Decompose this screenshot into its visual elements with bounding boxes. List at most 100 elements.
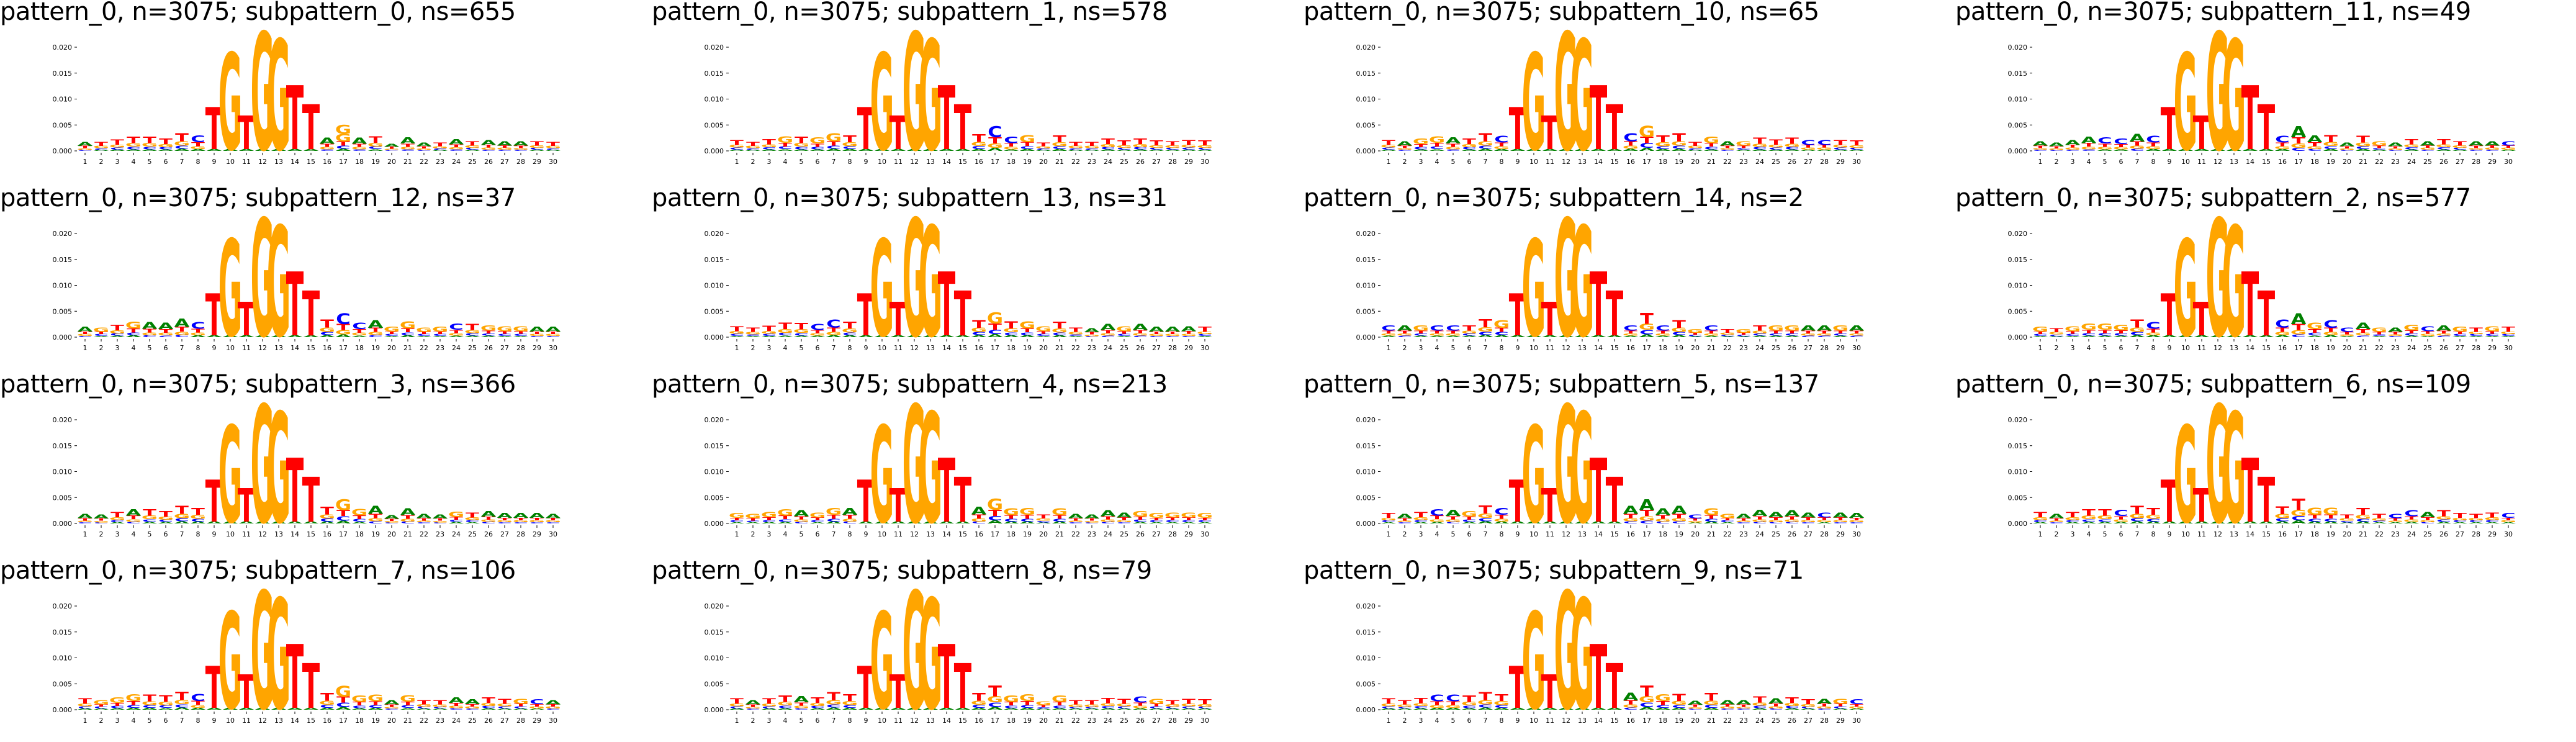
logo-letter: T xyxy=(1705,514,1718,520)
logo-letter: T xyxy=(1182,138,1196,147)
logo-letter: C xyxy=(1752,522,1767,524)
logo-letter: A xyxy=(907,521,922,524)
logo-letter: A xyxy=(1397,140,1413,147)
logo-letter: G xyxy=(1116,704,1132,708)
logo-letter: A xyxy=(2501,336,2516,338)
x-tick-label: 17 xyxy=(339,158,348,166)
logo-letter: C xyxy=(971,704,986,708)
logo-letter: T xyxy=(2193,479,2211,533)
logo-letter: A xyxy=(223,148,238,152)
logo-letter: G xyxy=(2222,196,2246,371)
logo-letter: T xyxy=(2146,328,2160,334)
x-tick-label: 8 xyxy=(196,344,200,352)
logo-letter: A xyxy=(1575,521,1590,524)
logo-letter: A xyxy=(1639,147,1655,152)
logo-letter: T xyxy=(302,93,320,164)
x-tick-label: 5 xyxy=(2103,158,2107,166)
logo-letter: G xyxy=(919,196,943,371)
logo-letter: C xyxy=(1833,333,1847,336)
logo-letter: A xyxy=(417,336,432,338)
logo-letter: T xyxy=(2276,326,2289,333)
logo-letter: C xyxy=(1639,520,1654,524)
logo-letter: G xyxy=(2387,148,2403,150)
logo-letter: G xyxy=(251,0,275,187)
logo-panel: pattern_0, n=3075; subpattern_1, ns=578 0… xyxy=(652,0,1304,187)
logo-letter: C xyxy=(1165,148,1179,151)
logo-letter: A xyxy=(320,521,335,524)
logo-letter: C xyxy=(2501,512,2515,519)
logo-letter: T xyxy=(1037,705,1050,708)
logo-letter: T xyxy=(433,699,447,706)
logo-letter: A xyxy=(158,522,174,524)
x-tick-label: 10 xyxy=(1529,158,1538,166)
logo-letter: T xyxy=(954,279,972,350)
x-tick-label: 4 xyxy=(1435,717,1439,725)
logo-letter: T xyxy=(143,693,156,704)
x-tick-label: 16 xyxy=(975,344,983,352)
x-tick-label: 14 xyxy=(942,717,951,725)
x-tick-label: 19 xyxy=(371,158,380,166)
logo-letter: G xyxy=(545,145,561,148)
y-tick-label: 0.005 xyxy=(1356,494,1376,502)
logo-letter: C xyxy=(2356,335,2370,338)
logo-letter: C xyxy=(546,708,560,710)
x-tick-label: 23 xyxy=(1088,530,1096,538)
logo-letter: G xyxy=(1197,704,1213,707)
logo-letter: G xyxy=(218,586,243,740)
logo-letter: T xyxy=(1085,332,1099,335)
logo-letter: G xyxy=(1019,133,1035,144)
logo-letter: A xyxy=(513,512,529,519)
logo-letter: C xyxy=(1849,698,1863,705)
logo-letter: G xyxy=(1719,332,1736,335)
logo-letter: T xyxy=(1398,145,1412,149)
x-tick-label: 23 xyxy=(1088,717,1096,725)
x-tick-label: 19 xyxy=(1023,344,1032,352)
logo-letter: A xyxy=(1785,149,1800,152)
logo-letter: A xyxy=(1020,707,1035,710)
logo-letter: A xyxy=(255,707,271,710)
x-tick-label: 16 xyxy=(1626,344,1635,352)
logo-letter: A xyxy=(939,335,955,338)
x-tick-label: 18 xyxy=(1659,717,1667,725)
logo-letter: C xyxy=(2388,150,2402,152)
logo-panel: pattern_0, n=3075; subpattern_13, ns=31 0… xyxy=(652,184,1304,373)
logo-letter: T xyxy=(778,694,792,704)
x-tick-label: 8 xyxy=(848,344,852,352)
logo-letter: T xyxy=(2356,506,2370,517)
logo-letter: G xyxy=(513,520,529,523)
logo-letter: T xyxy=(1150,139,1164,147)
logo-panel: pattern_0, n=3075; subpattern_9, ns=71 0.… xyxy=(1304,556,1955,742)
x-tick-label: 8 xyxy=(1500,158,1504,166)
x-tick-label: 9 xyxy=(2168,344,2172,352)
x-tick-label: 14 xyxy=(2246,530,2254,538)
logo-letter: C xyxy=(1068,522,1083,524)
logo-letter: G xyxy=(1768,520,1784,523)
logo-letter: A xyxy=(320,136,335,145)
y-tick-label: 0.015 xyxy=(1356,256,1376,264)
x-tick-label: 13 xyxy=(2230,344,2238,352)
logo-letter: T xyxy=(1624,512,1637,519)
logo-letter: A xyxy=(239,521,254,524)
logo-letter: T xyxy=(94,518,108,521)
logo-letter: A xyxy=(1446,707,1461,710)
x-tick-label: 17 xyxy=(1642,344,1651,352)
logo-letter: C xyxy=(745,708,760,710)
logo-letter: C xyxy=(1704,324,1718,333)
logo-letter: T xyxy=(1769,703,1783,707)
logo-letter: T xyxy=(1640,135,1654,145)
logo-letter: C xyxy=(1817,708,1831,710)
logo-letter: C xyxy=(497,522,511,524)
x-tick-label: 27 xyxy=(500,530,509,538)
logo-letter: T xyxy=(449,517,463,521)
logo-letter: C xyxy=(1430,146,1444,150)
logo-letter: T xyxy=(466,140,479,147)
logo-letter: T xyxy=(2098,143,2112,148)
x-tick-label: 26 xyxy=(1788,530,1796,538)
logo-letter: C xyxy=(762,520,776,523)
logo-letter: T xyxy=(1672,319,1686,331)
logo-letter: A xyxy=(1720,699,1736,706)
logo-letter: T xyxy=(1004,319,1019,330)
x-tick-label: 1 xyxy=(83,530,88,538)
logo-letter: G xyxy=(93,699,109,706)
logo-letter: C xyxy=(1704,704,1718,708)
